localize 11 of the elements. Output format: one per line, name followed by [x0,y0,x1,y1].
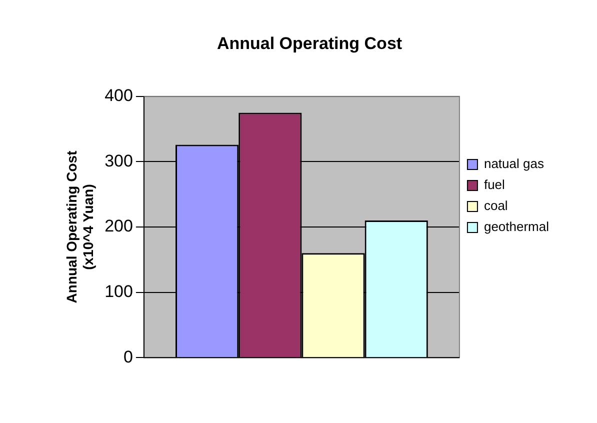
y-tick-label: 300 [104,151,133,170]
y-tick-label: 0 [123,347,133,366]
y-tick-label: 400 [104,86,133,106]
legend-label: geothermal [484,219,550,234]
y-tick-label: 100 [104,282,133,301]
legend-label: natual gas [484,156,544,172]
legend-label: fuel [484,177,506,192]
legend-label: coal [484,198,508,214]
chart-title: Annual Operating Cost [216,34,402,53]
y-axis-title: Annual Operating Cost (x10^4 Yuan) [63,150,96,304]
y-tick-label: 200 [104,216,133,236]
